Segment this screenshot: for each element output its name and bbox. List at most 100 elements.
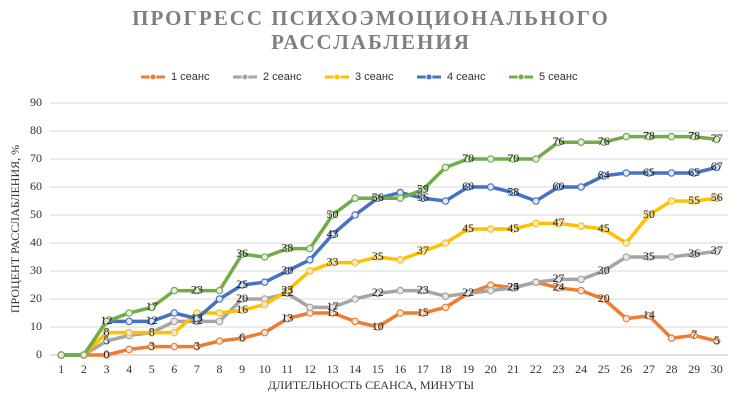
data-label: 76 [553, 134, 565, 148]
data-label: 59 [417, 182, 429, 196]
data-point [486, 155, 495, 163]
data-point [238, 334, 246, 343]
data-label: 43 [327, 226, 339, 240]
data-point [283, 286, 292, 295]
data-point [622, 253, 631, 261]
data-label: 23 [417, 282, 429, 296]
x-tick-label: 8 [217, 362, 223, 376]
data-label: 24 [553, 280, 565, 294]
data-label: 23 [281, 282, 293, 296]
data-label: 37 [417, 243, 429, 257]
data-point [328, 258, 337, 267]
legend-label: 5 сеанс [539, 71, 578, 83]
data-point [645, 311, 653, 320]
data-point [215, 309, 224, 317]
data-label: 56 [711, 190, 723, 204]
data-point [667, 253, 676, 261]
data-point [599, 138, 608, 147]
legend-label: 1 сеанс [171, 71, 210, 83]
data-point [509, 188, 518, 197]
data-point [328, 230, 337, 239]
x-tick-label: 23 [553, 362, 565, 376]
data-point [599, 225, 608, 233]
data-point [125, 317, 133, 326]
y-tick-label: 20 [30, 291, 42, 305]
data-label: 30 [281, 263, 293, 277]
data-point [645, 253, 653, 261]
x-tick-label: 1 [58, 362, 64, 376]
data-point [102, 328, 111, 337]
data-label: 15 [327, 305, 339, 319]
data-label: 22 [462, 285, 474, 299]
y-axis-title: ПРОЦЕНТ РАССЛАБЛЕНИЯ, % [8, 145, 22, 313]
x-tick-label: 27 [643, 362, 655, 376]
data-point [690, 132, 698, 141]
data-point [464, 155, 472, 163]
data-point [396, 309, 405, 317]
x-tick-label: 2 [81, 362, 87, 376]
data-label: 60 [462, 179, 474, 193]
data-label: 20 [598, 291, 610, 305]
data-point [147, 317, 156, 326]
data-point [690, 169, 698, 177]
data-point [238, 306, 246, 315]
data-label: 5 [104, 333, 110, 347]
y-tick-label: 40 [30, 235, 42, 249]
data-point [215, 337, 224, 345]
y-tick-label: 60 [30, 179, 42, 193]
data-label: 77 [711, 131, 723, 145]
data-point [306, 244, 314, 253]
data-point [554, 283, 563, 292]
legend-marker [241, 73, 249, 81]
data-point [486, 286, 495, 295]
data-point [193, 342, 201, 351]
x-tick-label: 14 [349, 362, 361, 376]
data-point [396, 286, 405, 295]
data-point [351, 295, 359, 303]
x-tick-label: 4 [126, 362, 132, 376]
data-label: 50 [327, 207, 339, 221]
data-label: 33 [327, 254, 339, 268]
data-point [373, 253, 382, 261]
data-label: 20 [236, 291, 248, 305]
data-point [351, 317, 359, 326]
data-point [509, 225, 518, 233]
data-point [441, 292, 450, 301]
data-point [147, 303, 156, 312]
data-label: 16 [236, 302, 248, 316]
data-point [419, 186, 427, 194]
data-label: 5 [714, 333, 720, 347]
data-point [532, 219, 540, 228]
data-label: 70 [462, 151, 474, 165]
x-tick-label: 19 [462, 362, 474, 376]
data-point [712, 163, 721, 172]
data-label: 35 [643, 249, 655, 263]
data-label: 65 [688, 165, 700, 179]
legend-label: 4 сеанс [447, 71, 486, 83]
data-point [532, 278, 540, 287]
data-label: 55 [688, 193, 700, 207]
x-tick-label: 3 [104, 362, 110, 376]
data-point [645, 211, 653, 219]
data-label: 56 [372, 190, 384, 204]
data-point [283, 314, 292, 323]
data-point [215, 295, 224, 303]
x-tick-label: 7 [194, 362, 200, 376]
data-point [170, 342, 179, 351]
data-point [441, 197, 450, 205]
data-point [577, 222, 585, 231]
data-label: 15 [417, 305, 429, 319]
data-point [554, 219, 563, 228]
data-label: 60 [553, 179, 565, 193]
x-tick-label: 6 [171, 362, 177, 376]
data-label: 6 [239, 330, 245, 344]
data-label: 0 [104, 347, 110, 361]
data-point [102, 351, 111, 359]
data-label: 12 [101, 313, 113, 327]
data-point [283, 267, 292, 275]
x-tick-label: 13 [327, 362, 339, 376]
x-axis-title: ДЛИТЕЛЬНОСТЬ СЕАНСА, МИНУТЫ [268, 378, 475, 392]
data-point [464, 225, 472, 233]
data-point [102, 317, 111, 326]
